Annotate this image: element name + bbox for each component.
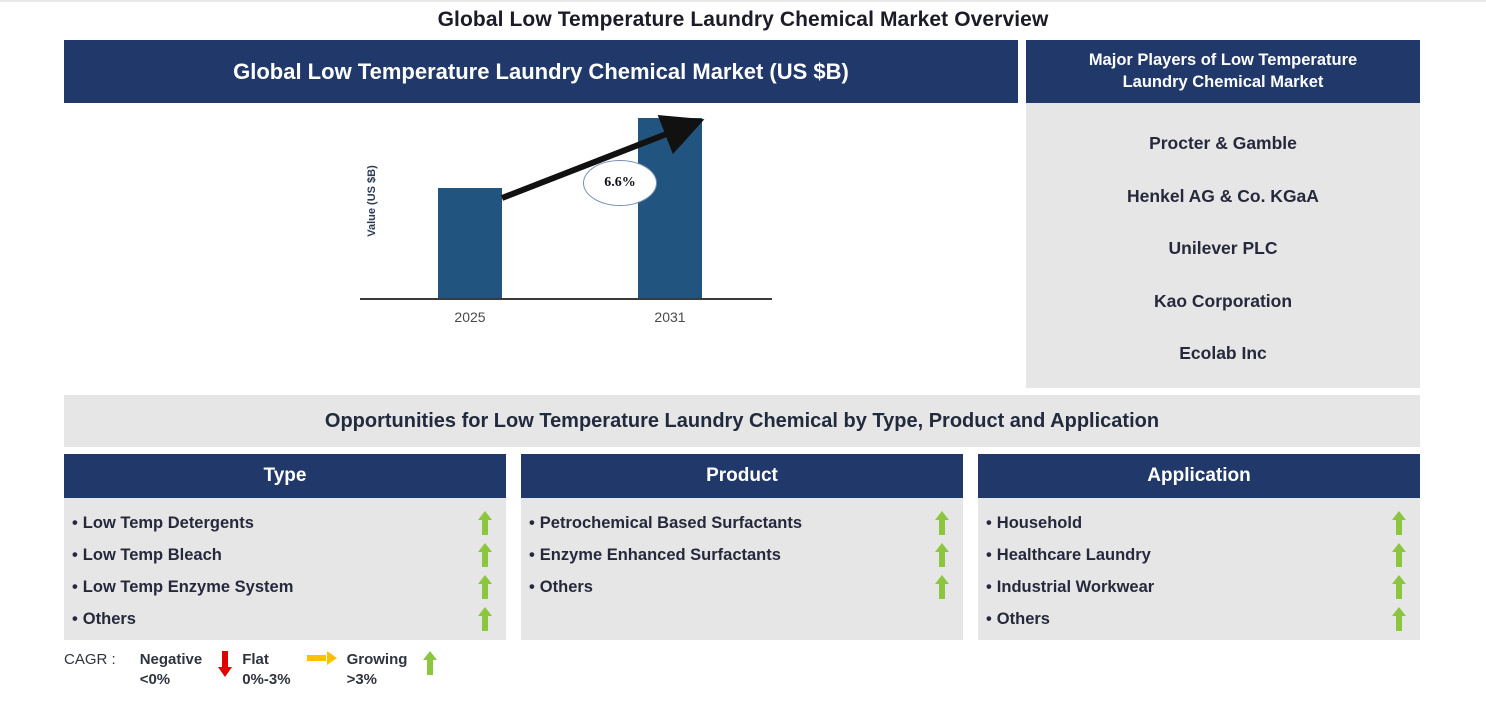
column-body-application: • Household • Healthcare Laundry • Industri… (978, 498, 1420, 640)
bullet-icon: • (72, 577, 78, 596)
major-players-list: Procter & Gamble Henkel AG & Co. KGaA Un… (1026, 103, 1420, 388)
market-chart-panel-header: Global Low Temperature Laundry Chemical … (64, 40, 1018, 103)
cagr-legend-negative-text: Negative <0% (139, 651, 203, 688)
list-item: Procter & Gamble (1149, 133, 1297, 153)
cagr-legend-item-flat: Flat 0%-3% (242, 650, 290, 690)
x-tick-label-2025: 2025 (454, 309, 486, 325)
up-arrow-icon (423, 651, 438, 675)
up-arrow-icon (935, 511, 949, 535)
list-item: • Others (64, 603, 506, 635)
up-arrow-icon (1392, 607, 1406, 631)
bullet-icon: • (72, 545, 78, 564)
bar-2031 (638, 118, 702, 298)
list-item: Kao Corporation (1153, 290, 1293, 311)
column-header-product: Product (521, 454, 963, 498)
bullet-icon: • (529, 513, 535, 532)
right-arrow-icon (306, 651, 337, 665)
list-item: Henkel AG & Co. KGaA (1127, 185, 1319, 206)
opportunity-label: • Petrochemical Based Surfactants (529, 513, 803, 532)
opportunity-label: • Household (986, 513, 1083, 532)
page-title: Global Low Temperature Laundry Chemical … (437, 8, 1049, 31)
cagr-legend-item-negative: Negative <0% (140, 650, 203, 690)
up-arrow-icon (935, 575, 949, 599)
players-header-line-2: Laundry Chemical Market (1122, 72, 1324, 91)
list-item: • Others (978, 603, 1420, 635)
column-header-type: Type (64, 454, 506, 498)
cagr-legend-item-growing: Growing >3% (347, 650, 408, 690)
up-arrow-icon (478, 575, 492, 599)
list-item: • Industrial Workwear (978, 571, 1420, 603)
market-chart-body: Value (US $B) 2025 2031 6.6% (64, 103, 1018, 446)
list-item: • Others (521, 571, 963, 603)
opportunity-label: • Healthcare Laundry (986, 545, 1151, 564)
column-body-type: • Low Temp Detergents • Low Temp Bleach • L… (64, 498, 506, 640)
bullet-icon: • (529, 577, 535, 596)
cagr-legend-growing-text: Growing >3% (346, 651, 408, 688)
bullet-icon: • (986, 545, 992, 564)
growth-arrow-icon (500, 114, 705, 201)
bullet-icon: • (986, 577, 992, 596)
cagr-legend-flat-text: Flat 0%-3% (242, 651, 291, 688)
opportunities-column-product: Product • Petrochemical Based Surfactants… (521, 454, 963, 640)
cagr-legend-title: CAGR : (64, 651, 116, 668)
up-arrow-icon (478, 607, 492, 631)
chart-plot-area: 2025 2031 6.6% (360, 113, 772, 388)
up-arrow-icon (478, 543, 492, 567)
opportunity-label: • Low Temp Bleach (72, 545, 222, 564)
bullet-icon: • (529, 545, 535, 564)
bullet-icon: • (986, 609, 992, 628)
list-item: • Low Temp Detergents (64, 507, 506, 539)
list-item: • Household (978, 507, 1420, 539)
opportunity-label: • Industrial Workwear (986, 577, 1155, 596)
column-body-product: • Petrochemical Based Surfactants • Enzyme… (521, 498, 963, 640)
opportunities-column-application: Application • Household • Healthcare Laund… (978, 454, 1420, 640)
list-item: • Low Temp Bleach (64, 539, 506, 571)
major-players-panel: Major Players of Low Temperature Laundry… (1026, 40, 1420, 388)
major-players-panel-header: Major Players of Low Temperature Laundry… (1026, 40, 1420, 103)
opportunity-label: • Others (986, 609, 1050, 628)
opportunity-label: • Others (529, 577, 593, 596)
bullet-icon: • (986, 513, 992, 532)
down-arrow-icon (218, 651, 233, 677)
opportunity-label: • Low Temp Enzyme System (72, 577, 294, 596)
up-arrow-icon (478, 511, 492, 535)
chart-x-axis (360, 298, 772, 300)
list-item: • Petrochemical Based Surfactants (521, 507, 963, 539)
list-item: Unilever PLC (1168, 238, 1278, 258)
up-arrow-icon (1392, 543, 1406, 567)
column-header-application: Application (978, 454, 1420, 498)
cagr-legend: CAGR : Negative <0% Flat 0%-3% Growing >… (64, 650, 624, 698)
up-arrow-icon (1392, 575, 1406, 599)
bullet-icon: • (72, 513, 78, 532)
list-item: Ecolab Inc (1179, 343, 1267, 363)
list-item: • Low Temp Enzyme System (64, 571, 506, 603)
opportunity-label: • Low Temp Detergents (72, 513, 254, 532)
opportunity-label: • Enzyme Enhanced Surfactants (529, 545, 781, 564)
up-arrow-icon (1392, 511, 1406, 535)
players-header-line-1: Major Players of Low Temperature (1088, 51, 1358, 70)
opportunities-band-title: Opportunities for Low Temperature Laundr… (64, 395, 1420, 447)
x-tick-label-2031: 2031 (654, 309, 686, 325)
market-chart-panel: Global Low Temperature Laundry Chemical … (64, 40, 1018, 446)
opportunities-columns: Type • Low Temp Detergents • Low Temp Blea… (64, 454, 1420, 640)
list-item: • Enzyme Enhanced Surfactants (521, 539, 963, 571)
cagr-callout: 6.6% (583, 160, 657, 206)
up-arrow-icon (935, 543, 949, 567)
opportunities-column-type: Type • Low Temp Detergents • Low Temp Blea… (64, 454, 506, 640)
bullet-icon: • (72, 609, 78, 628)
list-item: • Healthcare Laundry (978, 539, 1420, 571)
bar-2025 (438, 188, 502, 298)
opportunity-label: • Others (72, 609, 136, 628)
